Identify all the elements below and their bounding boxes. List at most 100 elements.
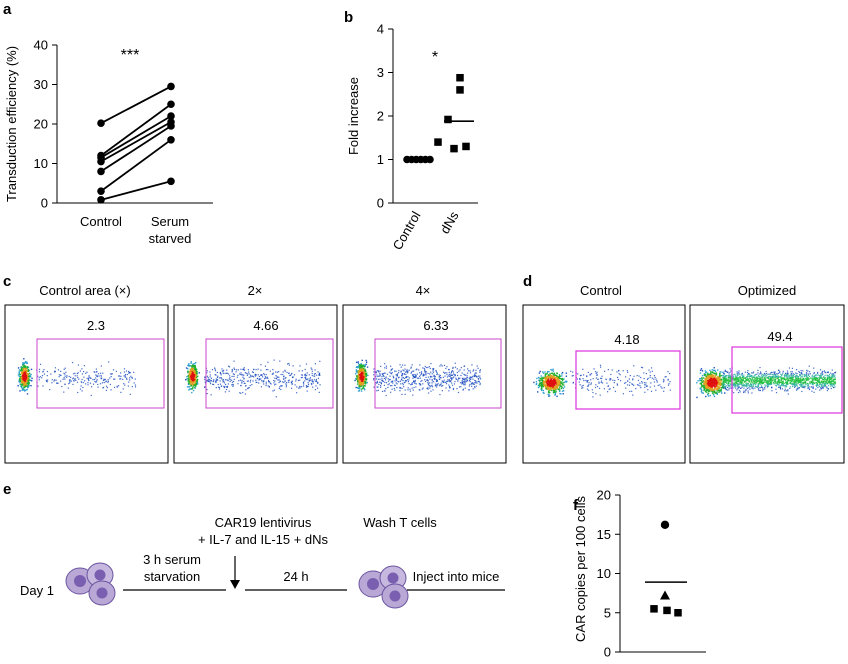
flow-event: [383, 376, 384, 377]
flow-event: [298, 388, 299, 389]
flow-event: [195, 384, 196, 385]
flow-event: [476, 386, 477, 387]
flow-event: [648, 378, 649, 379]
down-arrow-icon: [230, 556, 240, 589]
flow-event: [27, 387, 28, 388]
flow-event: [583, 374, 584, 375]
flow-event: [404, 369, 405, 370]
flow-event: [536, 378, 537, 379]
flow-event: [715, 383, 716, 384]
flow-event: [189, 374, 190, 375]
flow-event: [387, 384, 388, 385]
flow-event: [60, 371, 61, 372]
flow-event: [22, 378, 23, 379]
flow-event: [794, 374, 795, 375]
flow-event: [47, 375, 48, 376]
flow-event: [538, 377, 539, 378]
flow-event: [566, 376, 567, 377]
flow-event: [588, 372, 589, 373]
flow-event: [355, 373, 356, 374]
flow-event: [431, 382, 432, 383]
flow-event: [26, 384, 27, 385]
flow-event: [782, 378, 783, 379]
flow-event: [607, 391, 608, 392]
flow-event: [399, 364, 400, 365]
flow-event: [69, 376, 70, 377]
flow-event: [830, 373, 831, 374]
flow-event: [73, 373, 74, 374]
flow-event: [64, 369, 65, 370]
flow-event: [454, 383, 455, 384]
flow-event: [815, 379, 816, 380]
flow-event: [808, 375, 809, 376]
flow-event: [586, 375, 587, 376]
flow-event: [608, 385, 609, 386]
flow-event: [231, 376, 232, 377]
flow-event: [312, 387, 313, 388]
flow-event: [614, 380, 615, 381]
flow-event: [426, 367, 427, 368]
flow-event: [261, 380, 262, 381]
flow-event: [554, 390, 555, 391]
flow-event: [712, 371, 713, 372]
flow-event: [743, 374, 744, 375]
flow-event: [784, 383, 785, 384]
flow-event: [388, 378, 389, 379]
flow-event: [432, 373, 433, 374]
flow-event: [441, 383, 442, 384]
flow-event: [267, 369, 268, 370]
flow-event: [707, 376, 708, 377]
flow-event: [663, 381, 664, 382]
flow-event: [755, 384, 756, 385]
flow-event: [358, 376, 359, 377]
flow-event: [781, 380, 782, 381]
flow-event: [648, 370, 649, 371]
flow-event: [833, 383, 834, 384]
flow-event: [775, 383, 776, 384]
flow-event: [308, 384, 309, 385]
flow-event: [247, 375, 248, 376]
flow-event: [401, 377, 402, 378]
flow-event: [818, 381, 819, 382]
flow-event: [783, 378, 784, 379]
flow-event: [453, 376, 454, 377]
flow-event: [552, 386, 553, 387]
flow-event: [80, 389, 81, 390]
flow-event: [454, 381, 455, 382]
flow-event: [464, 381, 465, 382]
flow-event: [668, 383, 669, 384]
flow-event: [604, 371, 605, 372]
flow-event: [376, 371, 377, 372]
flow-event: [831, 374, 832, 375]
flow-event: [440, 375, 441, 376]
flow-event: [737, 388, 738, 389]
flow-event: [832, 373, 833, 374]
flow-event: [421, 373, 422, 374]
flow-event: [215, 370, 216, 371]
flow-event: [807, 383, 808, 384]
flow-event: [804, 381, 805, 382]
flow-event: [760, 373, 761, 374]
washed-cells-icon: [359, 566, 408, 608]
flow-event: [265, 378, 266, 379]
flow-event: [474, 374, 475, 375]
flow-event: [384, 382, 385, 383]
flow-event: [424, 368, 425, 369]
flow-event: [735, 378, 736, 379]
flow-event: [444, 375, 445, 376]
flow-event: [752, 385, 753, 386]
flow-event: [654, 386, 655, 387]
flow-event: [284, 380, 285, 381]
flow-event: [299, 386, 300, 387]
flow-event: [736, 389, 737, 390]
flow-event: [715, 381, 716, 382]
flow-event: [536, 384, 537, 385]
flow-event: [204, 376, 205, 377]
flow-event: [550, 376, 551, 377]
flow-event: [753, 384, 754, 385]
flow-event: [253, 372, 254, 373]
flow-event: [554, 378, 555, 379]
flow-event: [818, 377, 819, 378]
flow-event: [237, 383, 238, 384]
flow-event: [710, 379, 711, 380]
